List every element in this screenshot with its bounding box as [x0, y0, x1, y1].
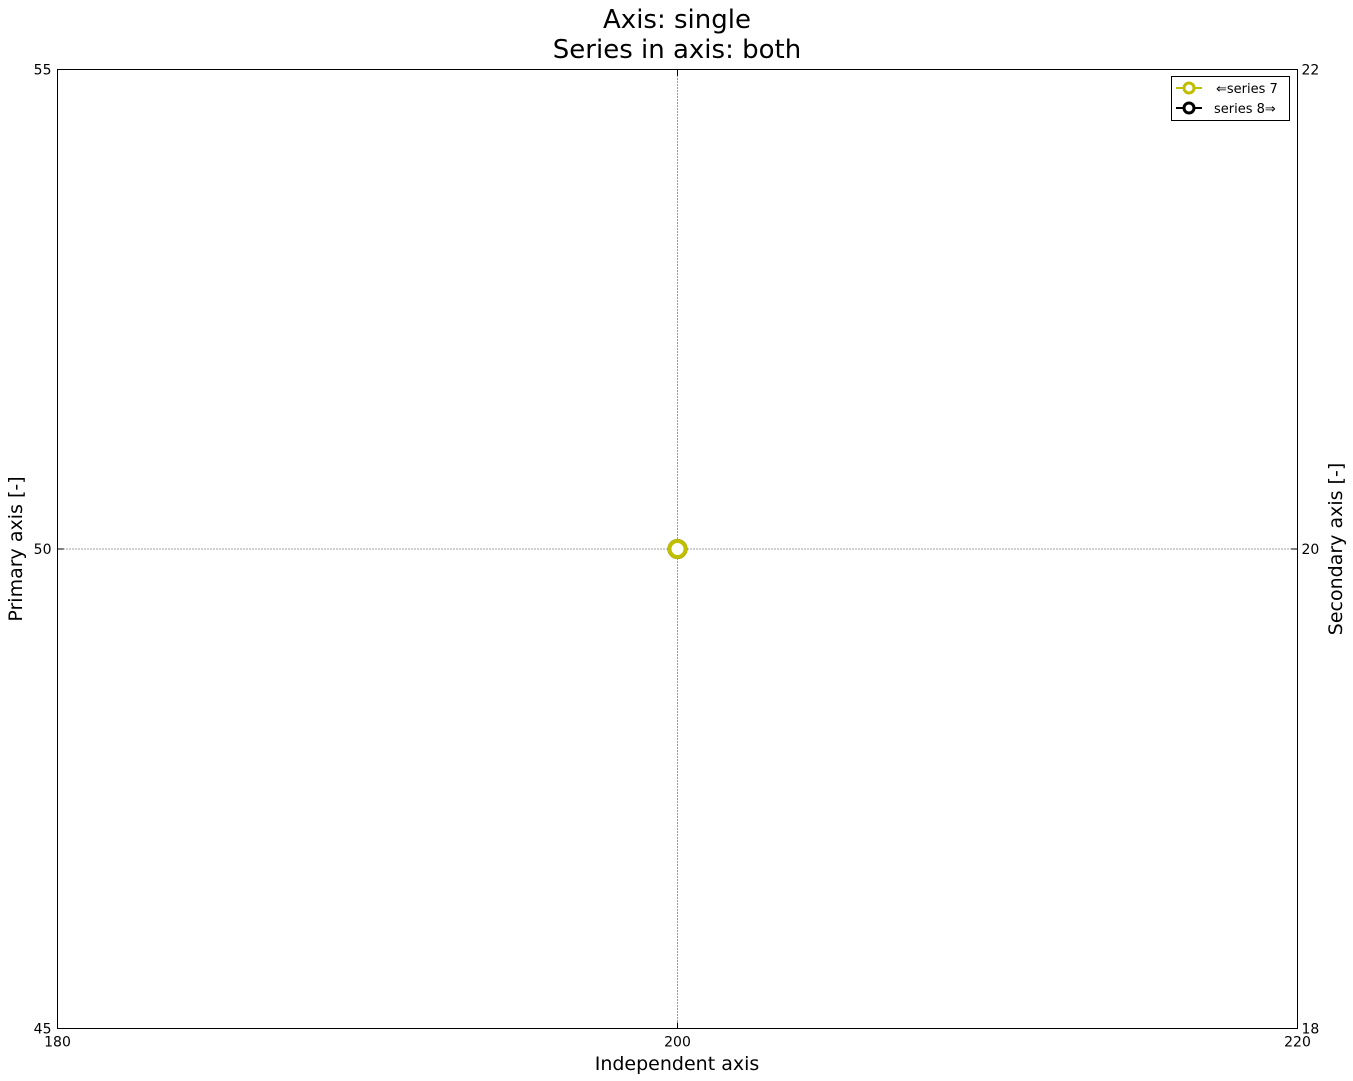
legend: ⇐series 7 series 8⇒: [1171, 76, 1290, 121]
y2-tick-label: 20: [1302, 542, 1320, 558]
y-tick-label: 50: [34, 542, 52, 558]
y2-tick-label: 22: [1302, 63, 1320, 79]
axis-ticks: 180 200 220 45 50 55 18 20 22: [34, 63, 1320, 1051]
data-marks: [667, 539, 688, 559]
legend-marker-series-7: [1182, 81, 1196, 95]
grid-lines: [57, 69, 1298, 1029]
y-axis-label: Primary axis [-]: [5, 476, 27, 621]
y2-tick-label: 18: [1302, 1022, 1320, 1038]
y-tick-label: 45: [34, 1022, 52, 1038]
chart-title: Axis: single: [603, 5, 751, 35]
x-axis-label: Independent axis: [595, 1053, 760, 1075]
legend-marker-series-8: [1182, 101, 1196, 115]
legend-label-series-7: ⇐series 7: [1216, 82, 1278, 97]
x-tick-label: 180: [44, 1035, 71, 1051]
data-point-series-7: [667, 539, 688, 559]
x-tick-label: 200: [664, 1035, 691, 1051]
chart-subtitle: Series in axis: both: [553, 35, 801, 65]
legend-label-series-8: series 8⇒: [1214, 102, 1276, 117]
x-tick-label: 220: [1284, 1035, 1311, 1051]
y2-axis-label: Secondary axis [-]: [1325, 463, 1347, 635]
y-tick-label: 55: [34, 63, 52, 79]
